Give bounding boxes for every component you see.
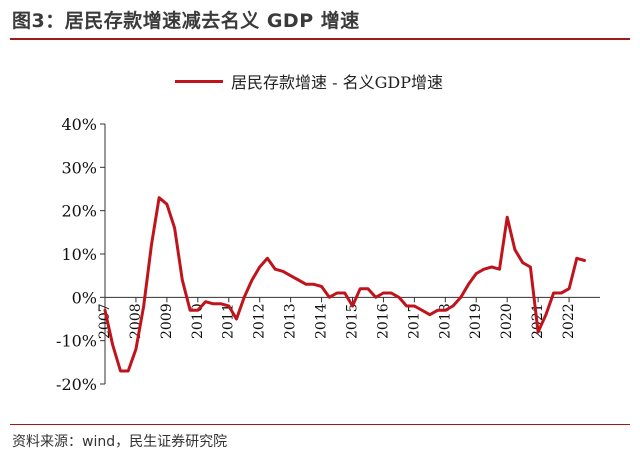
figure-header: 图3：居民存款增速减去名义 GDP 增速	[0, 0, 640, 40]
x-tick-label: 2018	[437, 303, 453, 339]
figure-title: 图3：居民存款增速减去名义 GDP 增速	[12, 10, 360, 32]
y-tick-label: -20%	[56, 375, 97, 394]
title-underline	[10, 38, 630, 40]
x-axis: 2007 2008 2009 2010 2011 2012 2013 2014 2015 2016…	[97, 296, 600, 339]
source-divider	[10, 424, 630, 425]
x-tick-label: 2016	[375, 303, 391, 339]
chart-legend: 居民存款增速 - 名义GDP增速	[175, 71, 443, 92]
y-axis-ticks: 40% 30% 20% 10% 0% -10% -20%	[56, 115, 105, 394]
y-tick-label: 20%	[61, 202, 97, 221]
x-tick-label: 2017	[406, 303, 422, 339]
source-note: 资料来源：wind，民生证券研究院	[12, 434, 228, 450]
y-tick-label: 10%	[61, 245, 97, 264]
x-tick-label: 2014	[314, 303, 330, 339]
series-layer	[103, 196, 586, 373]
x-tick-label: 2010	[190, 303, 206, 339]
legend-line-swatch	[175, 79, 223, 83]
x-tick-label: 2015	[345, 303, 361, 339]
x-tick-label: 2022	[561, 303, 577, 339]
x-tick-label: 2013	[283, 303, 299, 339]
y-tick-label: -10%	[56, 332, 97, 351]
x-tick-label: 2019	[468, 303, 484, 339]
legend-label: 居民存款增速 - 名义GDP增速	[231, 73, 443, 92]
y-tick-label: 40%	[61, 115, 97, 134]
x-tick-label: 2009	[159, 303, 175, 339]
y-tick-label: 0%	[72, 288, 97, 307]
x-tick-label: 2012	[252, 303, 268, 339]
y-tick-label: 30%	[61, 158, 97, 177]
series-line	[103, 196, 586, 373]
x-tick-label: 2020	[499, 303, 515, 339]
